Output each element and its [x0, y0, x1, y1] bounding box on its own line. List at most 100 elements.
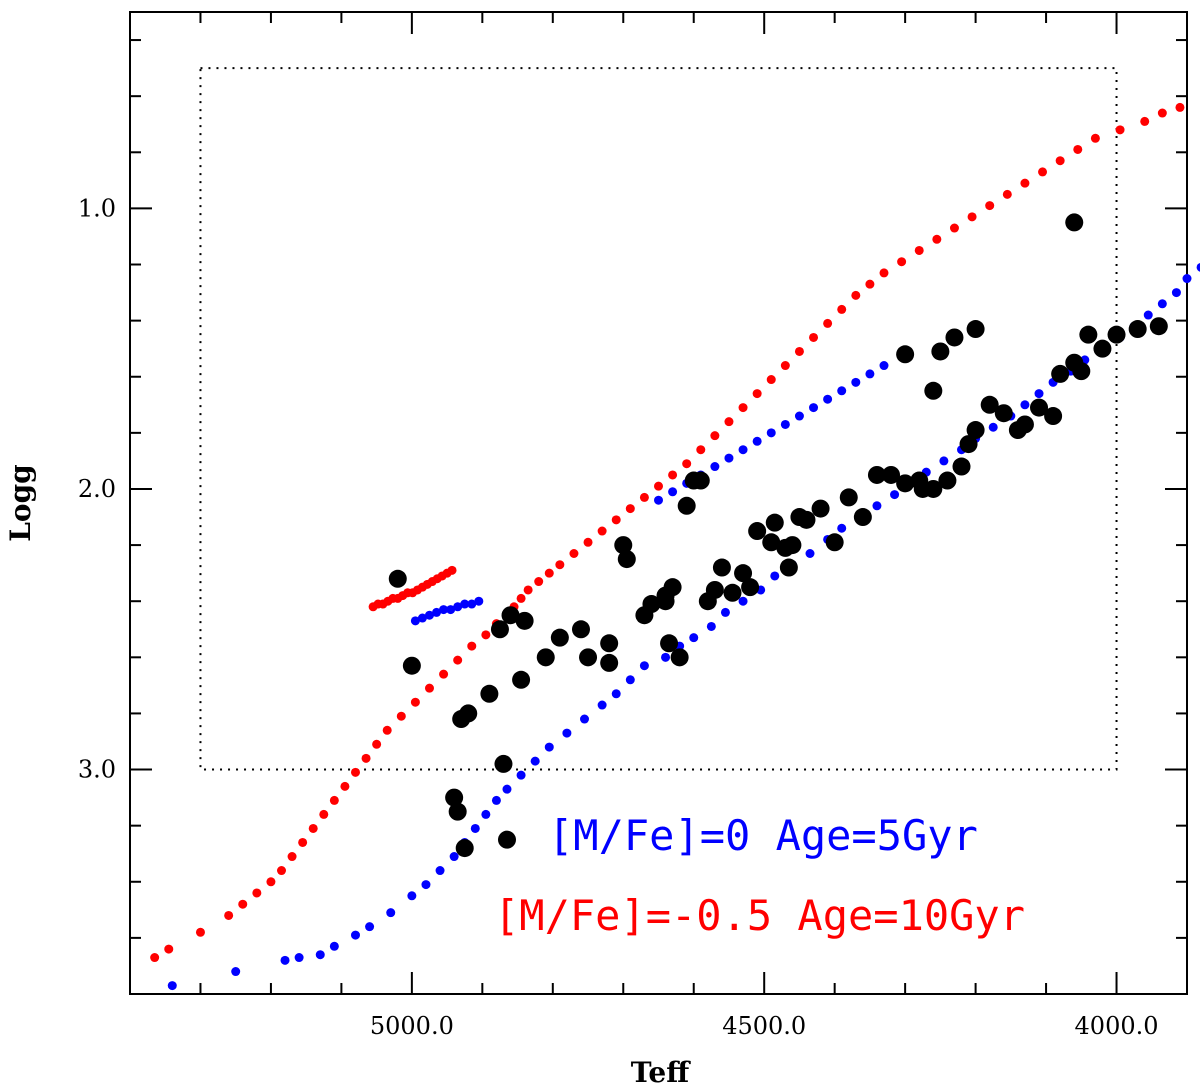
- data-point: [448, 802, 467, 821]
- data-point: [837, 523, 847, 533]
- data-point: [1157, 108, 1167, 118]
- data-point: [515, 611, 534, 630]
- data-point: [932, 234, 942, 244]
- data-point: [1051, 364, 1070, 383]
- data-point: [1093, 339, 1112, 358]
- data-point: [1107, 325, 1126, 344]
- data-point: [710, 462, 720, 472]
- data-point: [580, 714, 590, 724]
- data-point: [617, 550, 636, 569]
- data-point: [677, 496, 696, 515]
- data-point: [512, 670, 531, 689]
- data-point: [424, 683, 434, 693]
- data-point: [388, 569, 407, 588]
- data-point: [467, 599, 477, 609]
- data-point: [851, 290, 861, 300]
- data-point: [670, 648, 689, 667]
- data-point: [865, 369, 875, 379]
- y-tick-label: 2.0: [78, 475, 116, 503]
- data-point: [682, 459, 692, 469]
- data-point: [298, 837, 308, 847]
- data-point: [938, 471, 957, 490]
- data-point: [544, 568, 554, 578]
- data-point: [642, 595, 661, 614]
- data-point: [988, 422, 998, 432]
- y-axis-ticks: 1.0 2.0 3.0: [78, 39, 1187, 939]
- data-point: [896, 474, 915, 493]
- data-point: [1002, 189, 1012, 199]
- data-point: [340, 781, 350, 791]
- data-point: [924, 381, 943, 400]
- data-point: [1143, 310, 1153, 320]
- data-point: [280, 955, 290, 965]
- data-point: [663, 578, 682, 597]
- data-point: [150, 953, 160, 963]
- data-point: [382, 725, 392, 735]
- data-point: [752, 389, 762, 399]
- data-point: [882, 465, 901, 484]
- data-point: [660, 634, 679, 653]
- data-point: [710, 431, 720, 441]
- data-point: [497, 830, 516, 849]
- data-point: [329, 795, 339, 805]
- y-tick-label: 1.0: [78, 194, 116, 222]
- data-point: [410, 616, 420, 626]
- data-point: [410, 697, 420, 707]
- data-point: [386, 908, 396, 918]
- data-point: [770, 571, 780, 581]
- data-point: [639, 492, 649, 502]
- data-point: [231, 967, 241, 977]
- data-point: [555, 560, 565, 570]
- data-point: [966, 421, 985, 440]
- data-point: [783, 536, 802, 555]
- data-point: [1196, 262, 1200, 272]
- data-point: [924, 479, 943, 498]
- data-point: [712, 558, 731, 577]
- data-point: [501, 606, 520, 625]
- data-point: [402, 656, 421, 675]
- data-point: [600, 653, 619, 672]
- data-point: [1157, 299, 1167, 309]
- data-point: [766, 428, 776, 438]
- data-point: [164, 944, 174, 954]
- data-point: [738, 403, 748, 413]
- data-point: [780, 361, 790, 371]
- data-point: [446, 605, 456, 615]
- data-point: [365, 922, 375, 932]
- data-point: [534, 577, 544, 587]
- data-point: [481, 630, 491, 640]
- data-point: [597, 700, 607, 710]
- data-point: [1020, 400, 1030, 410]
- data-point: [1044, 407, 1063, 426]
- data-point: [571, 620, 590, 639]
- data-point: [1020, 178, 1030, 188]
- data-point: [417, 613, 427, 623]
- data-point: [439, 669, 449, 679]
- data-point: [424, 610, 434, 620]
- data-point: [879, 268, 889, 278]
- data-point: [1038, 167, 1048, 177]
- y-tick-label: 3.0: [78, 756, 116, 784]
- data-point: [421, 880, 431, 890]
- data-point: [569, 549, 579, 559]
- data-point: [491, 795, 501, 805]
- data-point: [949, 223, 959, 233]
- data-point: [523, 585, 533, 595]
- data-point: [724, 417, 734, 427]
- data-point: [696, 445, 706, 455]
- data-point: [724, 453, 734, 463]
- data-point: [625, 675, 635, 685]
- data-point: [611, 689, 621, 699]
- data-point: [809, 403, 819, 413]
- x-tick-label: 4000.0: [1075, 1012, 1159, 1040]
- data-point: [319, 809, 329, 819]
- data-point: [544, 742, 554, 752]
- data-point: [1015, 415, 1034, 434]
- data-point: [705, 580, 724, 599]
- data-point: [723, 583, 742, 602]
- data-point: [1065, 213, 1084, 232]
- data-point: [460, 599, 470, 609]
- data-point: [980, 395, 999, 414]
- data-point: [579, 648, 598, 667]
